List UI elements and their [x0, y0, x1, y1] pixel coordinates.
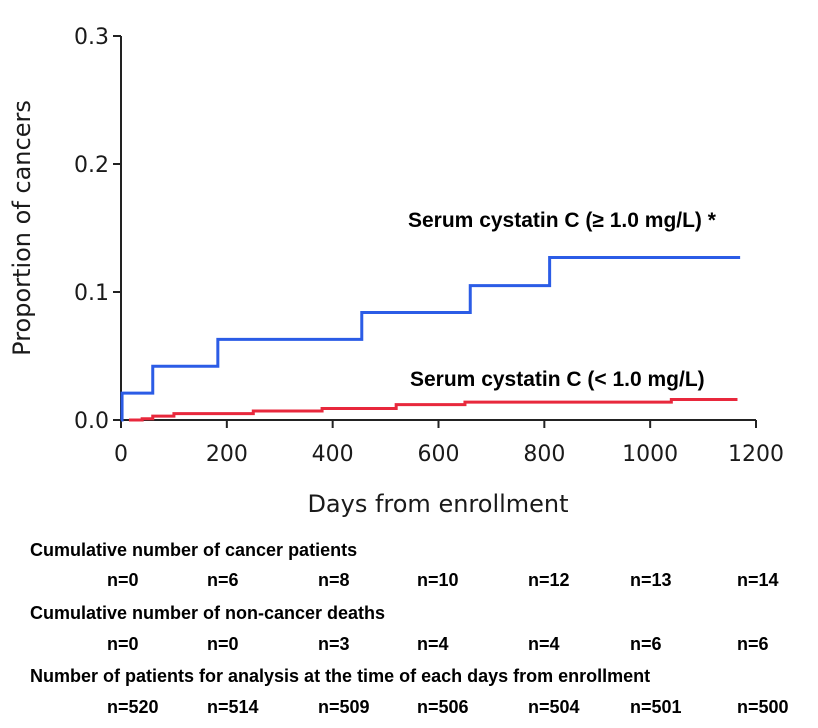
risk-table-row-analysis: n=520 n=514 n=509 n=506 n=504 n=501 n=50…	[0, 697, 818, 719]
risk-table: Cumulative number of cancer patients n=0…	[0, 530, 818, 728]
series-line-low	[128, 398, 738, 422]
y-tick-label: 0.0	[74, 409, 109, 434]
risk-table-title-deaths: Cumulative number of non-cancer deaths	[30, 603, 386, 623]
series-label-low: Serum cystatin C (< 1.0 mg/L)	[410, 368, 705, 391]
risk-table-cell: n=506	[417, 697, 469, 717]
risk-table-cell: n=500	[737, 697, 789, 717]
x-tick-label: 400	[312, 442, 354, 467]
risk-table-cell: n=8	[318, 570, 350, 590]
risk-table-cell: n=12	[528, 570, 570, 590]
risk-table-cell: n=14	[737, 570, 779, 590]
risk-table-cell: n=6	[630, 634, 662, 654]
risk-table-cell: n=0	[107, 570, 139, 590]
risk-table-cell: n=6	[737, 634, 769, 654]
x-tick-label: 0	[114, 442, 128, 467]
y-axis: 0.0 0.1 0.2 0.3	[74, 25, 122, 434]
risk-table-cell: n=4	[528, 634, 560, 654]
y-tick-label: 0.3	[74, 25, 109, 50]
risk-table-row-deaths: n=0 n=0 n=3 n=4 n=4 n=6 n=6	[0, 634, 818, 656]
risk-table-title-cancer: Cumulative number of cancer patients	[30, 540, 358, 560]
km-chart: 0 200 400 600 800 1000 1200 0.0 0.1 0.2 0.3 Days …	[8, 25, 784, 518]
y-axis-label: Proportion of cancers	[8, 100, 36, 356]
risk-table-cell: n=501	[630, 697, 682, 717]
risk-table-cell: n=6	[207, 570, 239, 590]
x-axis: 0 200 400 600 800 1000 1200	[114, 419, 784, 467]
risk-table-cell: n=509	[318, 697, 370, 717]
x-tick-label: 800	[523, 442, 565, 467]
series-label-high: Serum cystatin C (≥ 1.0 mg/L) *	[408, 209, 717, 232]
risk-table-cell: n=13	[630, 570, 672, 590]
risk-table-cell: n=0	[207, 634, 239, 654]
x-tick-label: 200	[206, 442, 248, 467]
risk-table-cell: n=3	[318, 634, 350, 654]
risk-table-title-analysis: Number of patients for analysis at the t…	[30, 666, 651, 686]
risk-table-cell: n=0	[107, 634, 139, 654]
x-axis-label: Days from enrollment	[307, 490, 568, 518]
y-tick-label: 0.1	[74, 281, 109, 306]
risk-table-cell: n=504	[528, 697, 580, 717]
risk-table-cell: n=4	[417, 634, 449, 654]
y-tick-label: 0.2	[74, 153, 109, 178]
x-tick-label: 1000	[622, 442, 678, 467]
x-tick-label: 1200	[728, 442, 784, 467]
x-tick-label: 600	[418, 442, 460, 467]
risk-table-cell: n=10	[417, 570, 459, 590]
series-line-high	[120, 255, 741, 422]
risk-table-cell: n=520	[107, 697, 159, 717]
risk-table-row-cancer: n=0 n=6 n=8 n=10 n=12 n=13 n=14	[0, 570, 818, 592]
risk-table-cell: n=514	[207, 697, 259, 717]
